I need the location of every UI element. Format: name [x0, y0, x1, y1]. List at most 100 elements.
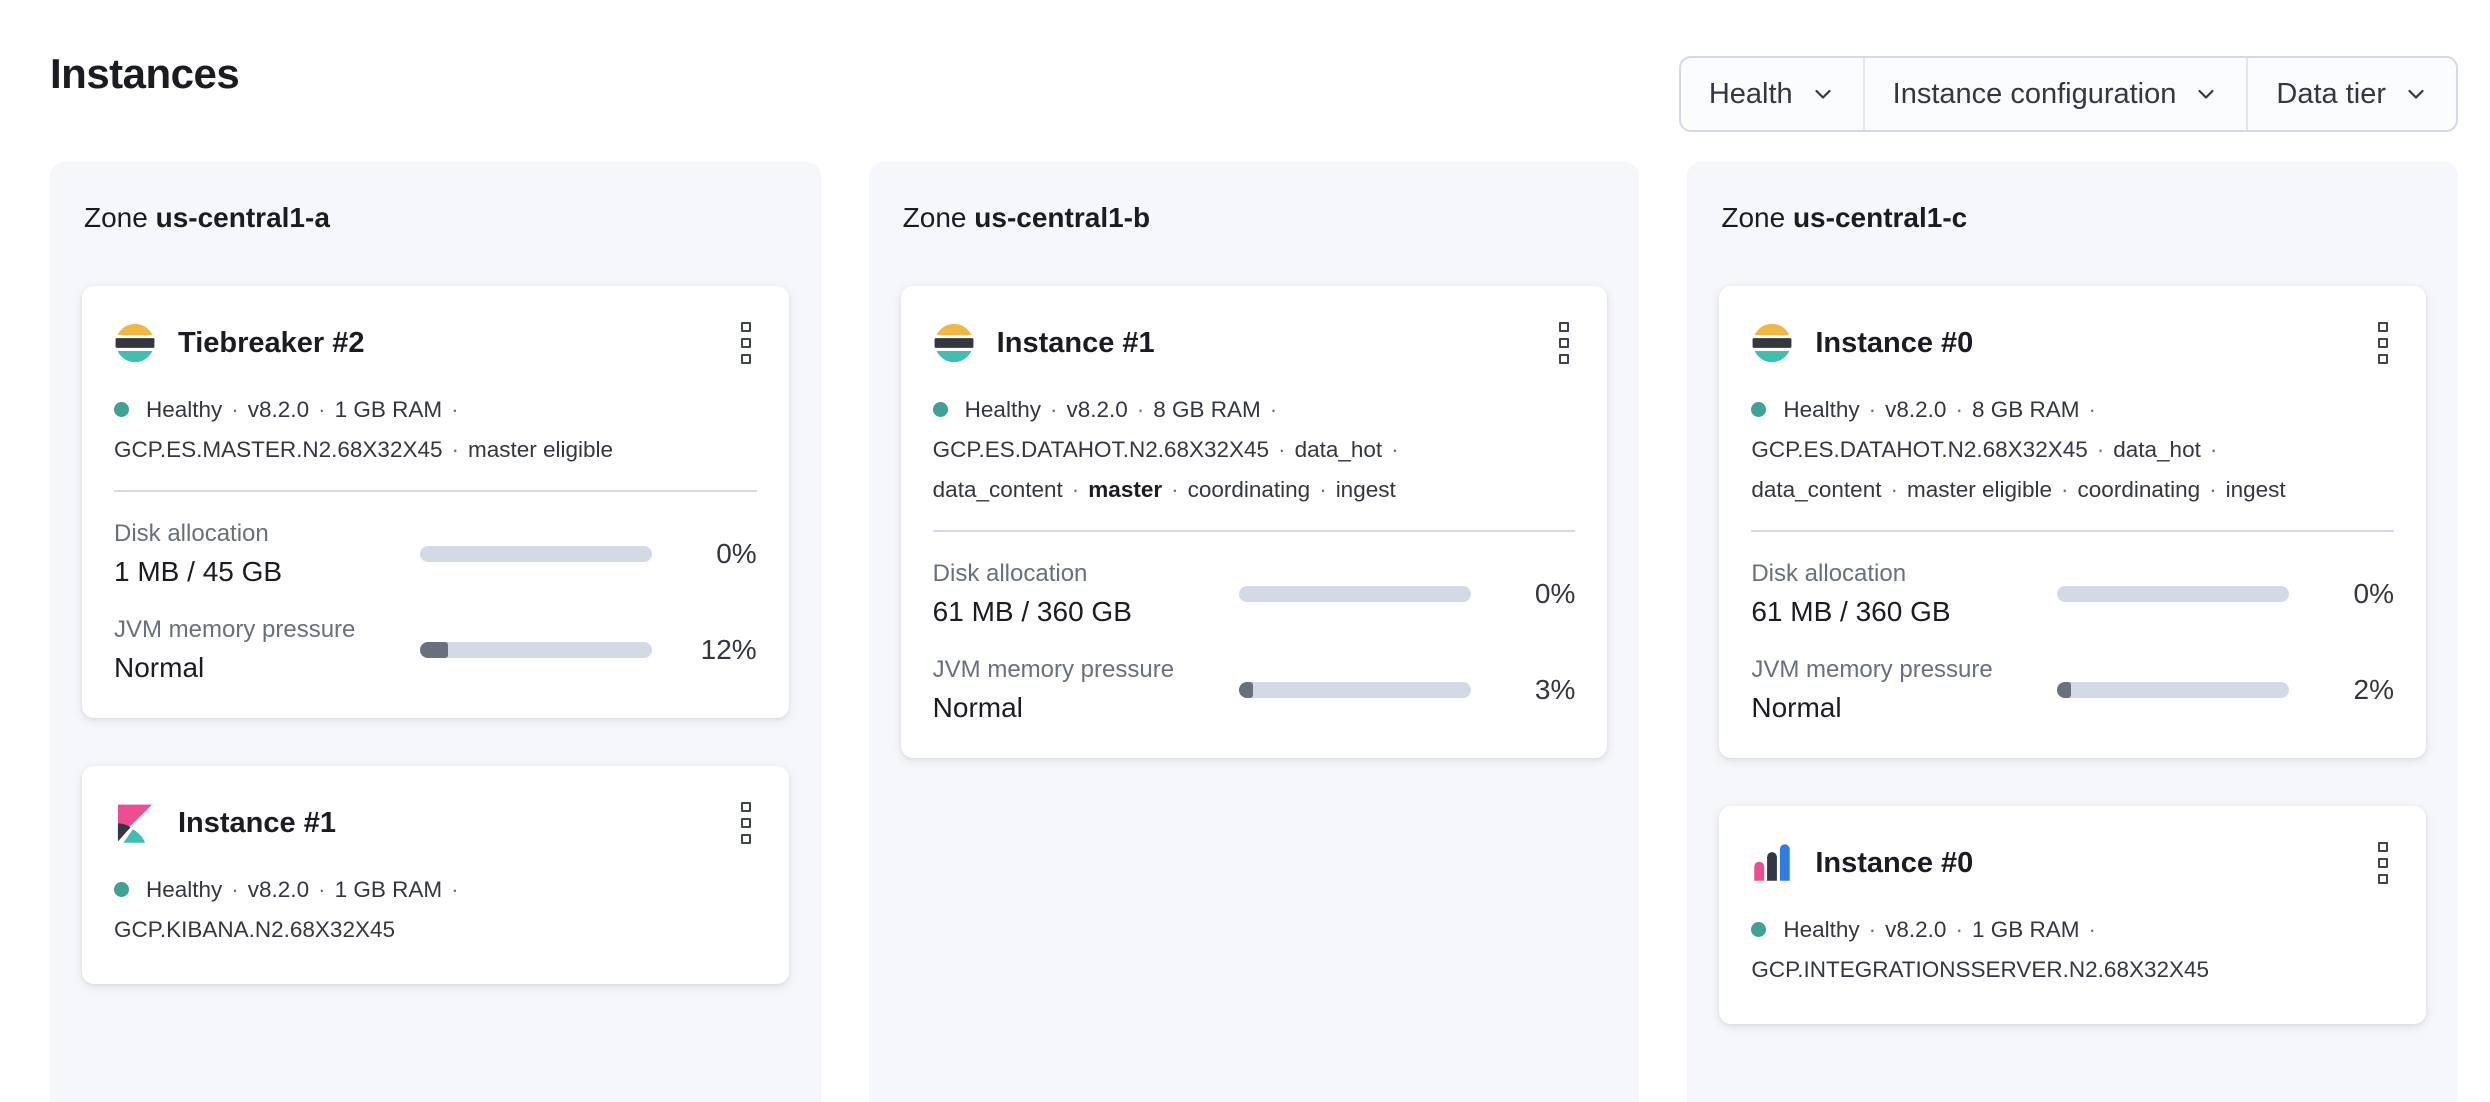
dot-separator: · — [2209, 477, 2217, 502]
instance-status: Healthy · v8.2.0 · 1 GB RAM · GCP.KIBANA.N2.68… — [114, 870, 757, 950]
instance-card-instance-1: Instance #1 Healthy · v8.2.0 · 8 GB RAM · GCP.… — [900, 286, 1608, 758]
status-line: GCP.INTEGRATIONSSERVER.N2.68X32X45 — [1751, 950, 2394, 990]
instance-menu-button[interactable] — [735, 794, 757, 852]
instance-title: Instance #1 — [996, 326, 1155, 359]
status-segment: data_content — [932, 477, 1063, 502]
bar-fill — [1238, 682, 1253, 698]
instance-title: Tiebreaker #2 — [178, 326, 365, 359]
status-segment: Healthy — [964, 397, 1041, 422]
metric-text: Disk allocation 61 MB / 360 GB — [933, 560, 1239, 628]
metric-row-jvm-memory-pressure: JVM memory pressure Normal 12% — [114, 616, 757, 684]
dot-separator: · — [451, 877, 459, 902]
metric-label: Disk allocation — [1751, 560, 1907, 587]
status-segment: data_hot — [2113, 437, 2201, 462]
instance-title: Instance #0 — [1815, 326, 1974, 359]
jvm-memory-pressure-bar — [1238, 682, 1471, 698]
zones-container: Zone us-central1-a Tiebreaker #2 Healthy… — [0, 162, 2490, 1102]
zone-label-prefix: Zone — [84, 202, 148, 233]
card-header: Tiebreaker #2 — [114, 314, 757, 372]
metric-text: JVM memory pressure Normal — [114, 616, 420, 684]
status-segment: coordinating — [1187, 477, 1311, 502]
status-segment: ingest — [1335, 477, 1396, 502]
status-line: data_content · master · coordinating · ingest — [933, 470, 1576, 510]
status-segment: 8 GB RAM — [1153, 397, 1261, 422]
status-line: Healthy · v8.2.0 · 1 GB RAM · — [114, 390, 757, 430]
dot-separator: · — [1955, 917, 1963, 942]
metric-value: Normal — [1751, 692, 1842, 723]
zone-name: us-central1-b — [974, 202, 1151, 233]
zone-title: Zone us-central1-b — [903, 202, 1608, 234]
metric-text: Disk allocation 61 MB / 360 GB — [1751, 560, 2057, 628]
chevron-down-icon — [2198, 89, 2214, 99]
bar-fill — [2057, 682, 2072, 698]
filter-button-instance-configuration[interactable]: Instance configuration — [1862, 58, 2247, 130]
health-dot — [114, 402, 129, 417]
dot-separator: · — [2096, 437, 2105, 462]
filter-button-data-tier[interactable]: Data tier — [2246, 58, 2456, 130]
dot-separator: · — [1171, 477, 1179, 502]
dot-separator: · — [1391, 437, 1399, 462]
instance-menu-button[interactable] — [1553, 314, 1575, 372]
zone-panel-us-central1-c: Zone us-central1-c Instance #0 Healthy · v… — [1687, 162, 2459, 1102]
status-segment: v8.2.0 — [247, 877, 310, 902]
elasticsearch-logo-icon — [933, 322, 975, 364]
status-line: Healthy · v8.2.0 · 8 GB RAM · — [1751, 390, 2394, 430]
dot-separator: · — [1278, 437, 1286, 462]
health-dot — [1751, 922, 1767, 937]
status-segment: Healthy — [1783, 397, 1860, 422]
status-segment: GCP.KIBANA.N2.68X32X45 — [114, 917, 395, 942]
metric-percent: 0% — [2353, 578, 2395, 609]
elasticsearch-logo-icon — [114, 322, 156, 364]
status-segment: master eligible — [468, 437, 614, 462]
chevron-down-icon — [2408, 89, 2424, 99]
dot-separator: · — [318, 877, 326, 902]
dot-separator: · — [1136, 397, 1145, 422]
metric-percent: 2% — [2353, 674, 2395, 705]
metric-percent: 3% — [1534, 674, 1576, 705]
zone-name: us-central1-c — [1792, 202, 1968, 233]
instance-card-instance-0: Instance #0 Healthy · v8.2.0 · 1 GB RAM · GCP.… — [1719, 806, 2427, 1024]
status-segment: Healthy — [146, 877, 223, 902]
jvm-memory-pressure-bar — [420, 642, 652, 658]
instance-menu-button[interactable] — [2372, 834, 2394, 892]
status-segment: data_hot — [1294, 437, 1383, 462]
metric-label: JVM memory pressure — [932, 656, 1175, 683]
card-header: Instance #0 — [1751, 314, 2394, 372]
instance-menu-button[interactable] — [735, 314, 757, 372]
disk-allocation-bar — [1238, 586, 1471, 602]
dot-separator: · — [2088, 397, 2096, 422]
status-segment: v8.2.0 — [1885, 397, 1947, 422]
metric-label: Disk allocation — [932, 560, 1088, 587]
instance-menu-button[interactable] — [2372, 314, 2394, 372]
dot-separator: · — [2209, 437, 2218, 462]
zone-panel-us-central1-a: Zone us-central1-a Tiebreaker #2 Healthy… — [50, 162, 821, 1102]
dot-separator: · — [1269, 397, 1278, 422]
health-dot — [1751, 402, 1767, 417]
dot-separator: · — [231, 877, 239, 902]
health-dot — [932, 402, 948, 417]
dot-separator: · — [1049, 397, 1058, 422]
filter-label: Instance configuration — [1892, 77, 2177, 110]
filter-button-health[interactable]: Health — [1681, 58, 1863, 130]
disk-allocation-bar — [2057, 586, 2290, 602]
metric-value: Normal — [932, 692, 1023, 723]
metric-text: Disk allocation 1 MB / 45 GB — [114, 520, 420, 588]
card-divider — [114, 490, 757, 492]
metric-row-jvm-memory-pressure: JVM memory pressure Normal 3% — [933, 656, 1576, 724]
metric-percent: 12% — [700, 634, 757, 665]
instance-title: Instance #1 — [178, 806, 336, 839]
metric-label: Disk allocation — [114, 520, 269, 547]
metric-value: Normal — [114, 652, 205, 683]
zone-name: us-central1-a — [155, 202, 330, 233]
status-segment: Healthy — [146, 397, 223, 422]
dot-separator: · — [231, 397, 239, 422]
instance-card-instance-0: Instance #0 Healthy · v8.2.0 · 8 GB RAM · GCP.… — [1719, 286, 2427, 758]
status-segment: v8.2.0 — [1885, 917, 1947, 942]
status-line: GCP.ES.DATAHOT.N2.68X32X45 · data_hot · — [933, 430, 1576, 470]
health-dot — [114, 882, 129, 897]
filter-label: Data tier — [2276, 77, 2386, 110]
metric-text: JVM memory pressure Normal — [1751, 656, 2057, 724]
status-segment: ingest — [2225, 477, 2286, 502]
dot-separator: · — [1868, 917, 1877, 942]
